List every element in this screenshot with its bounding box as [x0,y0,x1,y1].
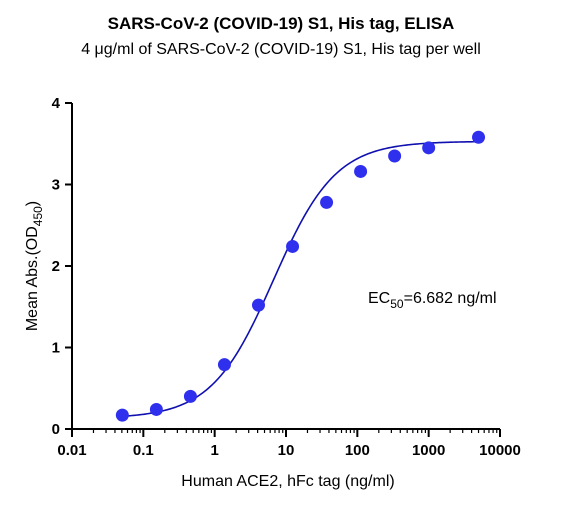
y-tick-label: 4 [52,95,61,112]
ec50-prefix: EC [368,290,390,307]
y-axis-label-sub: 450 [31,206,45,226]
data-points [115,130,486,422]
y-axis-label-close: ) [24,201,41,206]
x-tick-label: 100 [345,442,370,459]
x-tick-label: 1 [210,442,218,459]
fit-curve [122,140,479,418]
chart-subtitle: 4 μg/ml of SARS-CoV-2 (COVID-19) S1, His… [81,41,481,58]
data-point [320,195,334,209]
data-point [149,402,163,416]
data-point [251,298,265,312]
data-point [388,149,402,163]
data-point [217,358,231,372]
fit-curve-layer [122,140,479,418]
y-axis-label-main: Mean Abs.(OD [24,226,41,331]
x-tick-label: 0.01 [57,442,86,459]
data-point [286,239,300,253]
x-tick-label: 10 [278,442,295,459]
x-tick-label: 0.1 [133,442,154,459]
ec50-annotation: EC50=6.682 ng/ml [368,290,497,311]
data-point [472,130,486,144]
chart-title: SARS-CoV-2 (COVID-19) S1, His tag, ELISA [107,14,455,33]
x-axis-label: Human ACE2, hFc tag (ng/ml) [181,473,394,490]
ec50-sub: 50 [390,297,404,311]
y-tick-label: 2 [52,258,60,275]
data-point [183,389,197,403]
ec50-suffix: =6.682 ng/ml [404,290,497,307]
axes: 0 1 2 3 4 0.01 0.1 1 10 100 1000 10000 [52,95,521,459]
y-tick-label: 1 [52,340,60,357]
data-point [354,164,368,178]
x-tick-label: 1000 [412,442,445,459]
x-tick-label: 10000 [479,442,521,459]
data-point [115,408,129,422]
data-point [422,141,436,155]
y-axis-label: Mean Abs.(OD450) [24,201,45,331]
y-tick-label: 0 [52,421,60,438]
y-tick-label: 3 [52,177,60,194]
